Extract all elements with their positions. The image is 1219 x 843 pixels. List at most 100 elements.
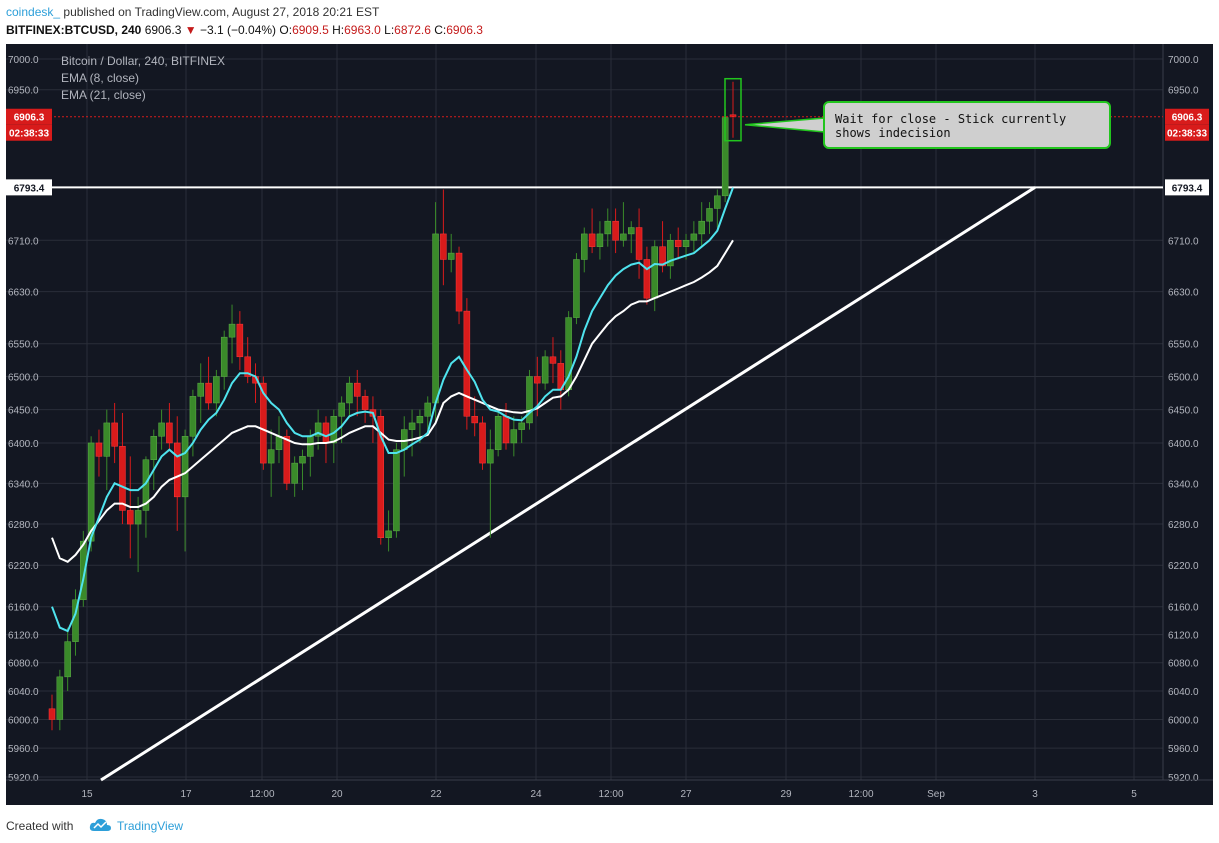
candle-body[interactable]	[635, 227, 643, 260]
candle-body[interactable]	[463, 310, 471, 417]
candle-body[interactable]	[416, 416, 424, 424]
candle-body[interactable]	[612, 220, 619, 241]
candle-body[interactable]	[220, 336, 228, 377]
candle-body[interactable]	[181, 436, 189, 498]
candle-body[interactable]	[48, 708, 56, 720]
candle-body[interactable]	[581, 233, 588, 260]
candle-body[interactable]	[119, 446, 126, 511]
candle-body[interactable]	[706, 208, 713, 222]
candle-body[interactable]	[236, 323, 244, 358]
legend-ema21[interactable]: EMA (21, close)	[61, 88, 146, 102]
candle-body[interactable]	[573, 259, 580, 318]
price-chart[interactable]: 7000.0 7000.0 6950.0 6950.0 6710.0 6710.0 6630…	[6, 44, 1213, 805]
candle-body[interactable]	[596, 233, 604, 247]
candle-body[interactable]	[354, 382, 361, 397]
candle-body[interactable]	[690, 233, 698, 241]
y-tick-label: 6340.0	[1168, 479, 1199, 490]
candle-body[interactable]	[502, 416, 510, 444]
candle-body[interactable]	[150, 436, 158, 460]
candle-body[interactable]	[346, 382, 353, 404]
candle-body[interactable]	[95, 442, 103, 457]
candle-body[interactable]	[549, 356, 557, 364]
time-axis[interactable]	[6, 780, 1213, 805]
candle-body[interactable]	[651, 246, 658, 299]
current-price-tag-right-bg	[1165, 108, 1209, 125]
candle-body[interactable]	[440, 233, 447, 260]
candle-body[interactable]	[173, 442, 181, 498]
candle-body[interactable]	[361, 396, 369, 410]
candle-body[interactable]	[534, 376, 541, 384]
candle-body[interactable]	[197, 382, 204, 397]
candle-body[interactable]	[729, 114, 737, 117]
candle-body[interactable]	[314, 422, 322, 437]
candle-body[interactable]	[487, 449, 494, 464]
candle-body[interactable]	[698, 220, 705, 235]
candle-body[interactable]	[627, 227, 635, 235]
candle-body[interactable]	[659, 246, 666, 267]
candle-body[interactable]	[103, 422, 111, 457]
ascending-trendline[interactable]	[100, 186, 1036, 782]
candle-body[interactable]	[714, 195, 721, 209]
candle-body[interactable]	[620, 233, 627, 241]
candle-body[interactable]	[213, 376, 220, 404]
chart-panel[interactable]: 7000.0 7000.0 6950.0 6950.0 6710.0 6710.0 6630…	[6, 44, 1213, 805]
candle-body[interactable]	[87, 442, 95, 542]
candle-body[interactable]	[471, 416, 478, 424]
candle-body[interactable]	[275, 436, 283, 450]
candle-body[interactable]	[291, 462, 298, 484]
y-tick-label-left: 7000.0	[8, 55, 39, 66]
candle-body[interactable]	[541, 356, 549, 384]
candle-body[interactable]	[643, 259, 651, 299]
candle-body[interactable]	[447, 252, 455, 260]
candle-body[interactable]	[244, 356, 251, 377]
candle-body[interactable]	[408, 422, 416, 430]
candle-body[interactable]	[64, 641, 71, 678]
candle-body[interactable]	[205, 382, 212, 404]
candle-body[interactable]	[338, 402, 345, 417]
ema21-line[interactable]	[51, 239, 734, 563]
candle-body[interactable]	[510, 429, 518, 444]
annotation-callout[interactable]: Wait for close - Stick currently shows i…	[823, 101, 1111, 149]
price-axis[interactable]	[1163, 44, 1213, 805]
candle-body[interactable]	[158, 422, 165, 437]
candle-body[interactable]	[56, 676, 64, 720]
candle-body[interactable]	[166, 422, 173, 444]
candle-body[interactable]	[134, 510, 142, 525]
candle-body[interactable]	[588, 233, 596, 247]
candle-body[interactable]	[80, 540, 87, 601]
candle-body[interactable]	[682, 240, 690, 247]
candle-body[interactable]	[111, 422, 118, 447]
candle-body[interactable]	[494, 416, 502, 450]
candle-body[interactable]	[393, 449, 400, 532]
candle-body[interactable]	[455, 252, 463, 312]
current-price-tag-right: 6906.3	[1172, 113, 1203, 124]
candle-body[interactable]	[385, 530, 392, 538]
candle-body[interactable]	[260, 382, 267, 464]
author-link[interactable]: coindesk_	[6, 5, 61, 19]
candle-body[interactable]	[127, 510, 134, 525]
candle-body[interactable]	[189, 396, 197, 437]
candle-body[interactable]	[283, 436, 291, 484]
candle-body[interactable]	[604, 220, 612, 235]
y-tick-label-left: 6220.0	[8, 561, 39, 572]
candle-body[interactable]	[322, 422, 330, 444]
x-tick-label: 12:00	[249, 789, 274, 800]
candle-body[interactable]	[518, 422, 525, 430]
candle-body[interactable]	[526, 376, 533, 424]
candle-body[interactable]	[432, 233, 439, 404]
candle-body[interactable]	[307, 436, 314, 457]
tradingview-brand-link[interactable]: TradingView	[117, 819, 184, 833]
candle-body[interactable]	[299, 456, 306, 464]
x-tick-label: Sep	[927, 789, 945, 800]
legend-ema8[interactable]: EMA (8, close)	[61, 71, 140, 85]
candle-body[interactable]	[267, 449, 275, 464]
candle-body[interactable]	[674, 240, 682, 247]
ema8-line[interactable]	[51, 187, 734, 633]
candle-body[interactable]	[667, 240, 674, 267]
candle-body[interactable]	[377, 416, 385, 538]
candle-body[interactable]	[228, 323, 236, 338]
candle-body[interactable]	[479, 422, 486, 464]
candle-body[interactable]	[330, 416, 338, 444]
y-tick-label: 6000.0	[1168, 715, 1199, 726]
candle-body[interactable]	[424, 402, 431, 417]
